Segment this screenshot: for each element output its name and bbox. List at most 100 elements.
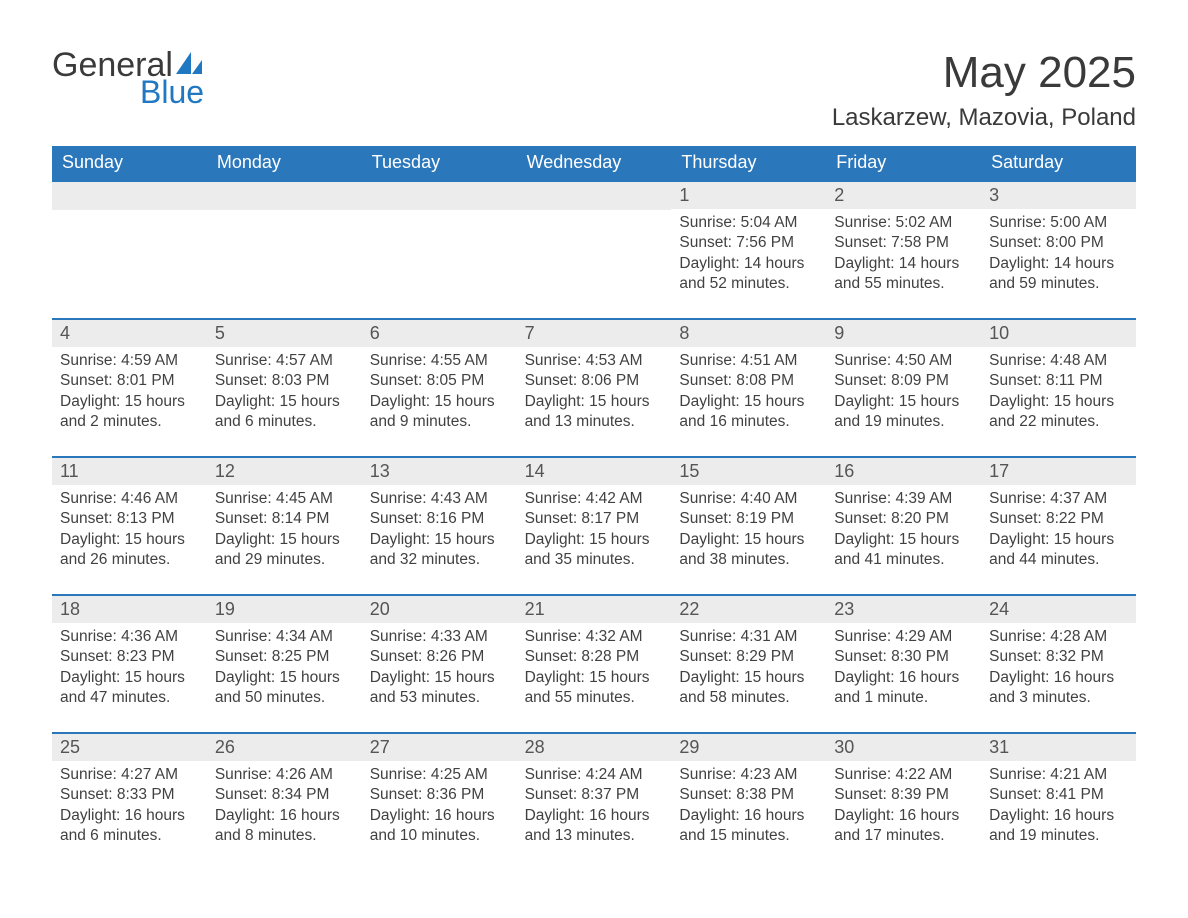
- sunrise-line: Sunrise: 4:37 AM: [989, 489, 1128, 509]
- empty-cell: [207, 182, 362, 300]
- day-body: Sunrise: 4:51 AMSunset: 8:08 PMDaylight:…: [671, 347, 826, 437]
- sunset-line: Sunset: 8:26 PM: [370, 647, 509, 667]
- week-row: 18Sunrise: 4:36 AMSunset: 8:23 PMDayligh…: [52, 594, 1136, 714]
- sunset-line: Sunset: 8:37 PM: [525, 785, 664, 805]
- day-number: 31: [981, 734, 1136, 761]
- day-cell: 9Sunrise: 4:50 AMSunset: 8:09 PMDaylight…: [826, 320, 981, 438]
- day-body: Sunrise: 4:29 AMSunset: 8:30 PMDaylight:…: [826, 623, 981, 713]
- day-cell: 27 Sunrise: 4:25 AMSunset: 8:36 PMDayligh…: [362, 734, 517, 852]
- sunrise-line: Sunrise: 4:43 AM: [370, 489, 509, 509]
- day-body: Sunrise: 4:33 AMSunset: 8:26 PMDaylight:…: [362, 623, 517, 713]
- sunrise-line: Sunrise: 4:46 AM: [60, 489, 199, 509]
- weekday-tuesday: Tuesday: [362, 146, 517, 180]
- sunrise-line: Sunrise: 4:34 AM: [215, 627, 354, 647]
- sunrise-line: Sunrise: 4:40 AM: [679, 489, 818, 509]
- sunset-line: Sunset: 8:32 PM: [989, 647, 1128, 667]
- sunrise-line: Sunrise: 4:57 AM: [215, 351, 354, 371]
- sunset-line: Sunset: 8:00 PM: [989, 233, 1128, 253]
- day-cell: 16Sunrise: 4:39 AMSunset: 8:20 PMDayligh…: [826, 458, 981, 576]
- daylight-line: Daylight: 14 hours and 52 minutes.: [679, 254, 818, 295]
- day-cell: 13Sunrise: 4:43 AMSunset: 8:16 PMDayligh…: [362, 458, 517, 576]
- day-cell: 20Sunrise: 4:33 AMSunset: 8:26 PMDayligh…: [362, 596, 517, 714]
- sunset-line: Sunset: 8:11 PM: [989, 371, 1128, 391]
- day-cell: 18Sunrise: 4:36 AMSunset: 8:23 PMDayligh…: [52, 596, 207, 714]
- day-number: 4: [52, 320, 207, 347]
- daylight-line: Daylight: 15 hours and 16 minutes.: [679, 392, 818, 433]
- day-cell: 2Sunrise: 5:02 AMSunset: 7:58 PMDaylight…: [826, 182, 981, 300]
- day-body: Sunrise: 4:53 AMSunset: 8:06 PMDaylight:…: [517, 347, 672, 437]
- day-cell: 6Sunrise: 4:55 AMSunset: 8:05 PMDaylight…: [362, 320, 517, 438]
- daylight-line: Daylight: 14 hours and 59 minutes.: [989, 254, 1128, 295]
- day-number: 14: [517, 458, 672, 485]
- sunrise-line: Sunrise: 4:42 AM: [525, 489, 664, 509]
- day-number: 12: [207, 458, 362, 485]
- sunset-line: Sunset: 8:36 PM: [370, 785, 509, 805]
- day-cell: 8Sunrise: 4:51 AMSunset: 8:08 PMDaylight…: [671, 320, 826, 438]
- day-number: 21: [517, 596, 672, 623]
- sunset-line: Sunset: 7:56 PM: [679, 233, 818, 253]
- daylight-line: Daylight: 16 hours and 8 minutes.: [215, 806, 354, 847]
- sunset-line: Sunset: 8:06 PM: [525, 371, 664, 391]
- day-body: Sunrise: 4:55 AMSunset: 8:05 PMDaylight:…: [362, 347, 517, 437]
- day-number: 24: [981, 596, 1136, 623]
- sunset-line: Sunset: 8:34 PM: [215, 785, 354, 805]
- day-cell: 5Sunrise: 4:57 AMSunset: 8:03 PMDaylight…: [207, 320, 362, 438]
- day-cell: 14 Sunrise: 4:42 AMSunset: 8:17 PMDayligh…: [517, 458, 672, 576]
- sunset-line: Sunset: 8:16 PM: [370, 509, 509, 529]
- day-body: Sunrise: 4:36 AMSunset: 8:23 PMDaylight:…: [52, 623, 207, 713]
- day-body: Sunrise: 4:57 AMSunset: 8:03 PMDaylight:…: [207, 347, 362, 437]
- day-body: Sunrise: 5:04 AMSunset: 7:56 PMDaylight:…: [671, 209, 826, 299]
- day-cell: 26Sunrise: 4:26 AMSunset: 8:34 PMDayligh…: [207, 734, 362, 852]
- sunrise-line: Sunrise: 4:32 AM: [525, 627, 664, 647]
- sunrise-line: Sunrise: 4:26 AM: [215, 765, 354, 785]
- day-body: Sunrise: 4:27 AMSunset: 8:33 PMDaylight:…: [52, 761, 207, 851]
- day-cell: 24Sunrise: 4:28 AMSunset: 8:32 PMDayligh…: [981, 596, 1136, 714]
- sunset-line: Sunset: 8:01 PM: [60, 371, 199, 391]
- day-body: Sunrise: 4:40 AMSunset: 8:19 PMDaylight:…: [671, 485, 826, 575]
- day-number: 27: [362, 734, 517, 761]
- day-number: 2: [826, 182, 981, 209]
- daylight-line: Daylight: 15 hours and 35 minutes.: [525, 530, 664, 571]
- daylight-line: Daylight: 16 hours and 19 minutes.: [989, 806, 1128, 847]
- day-number: 23: [826, 596, 981, 623]
- sunrise-line: Sunrise: 4:25 AM: [370, 765, 509, 785]
- sunrise-line: Sunrise: 5:04 AM: [679, 213, 818, 233]
- daylight-line: Daylight: 15 hours and 22 minutes.: [989, 392, 1128, 433]
- daylight-line: Daylight: 15 hours and 29 minutes.: [215, 530, 354, 571]
- daylight-line: Daylight: 16 hours and 17 minutes.: [834, 806, 973, 847]
- day-body: Sunrise: 4:32 AMSunset: 8:28 PMDaylight:…: [517, 623, 672, 713]
- daylight-line: Daylight: 16 hours and 1 minute.: [834, 668, 973, 709]
- sunrise-line: Sunrise: 4:31 AM: [679, 627, 818, 647]
- sunset-line: Sunset: 8:38 PM: [679, 785, 818, 805]
- sunrise-line: Sunrise: 4:39 AM: [834, 489, 973, 509]
- sunset-line: Sunset: 7:58 PM: [834, 233, 973, 253]
- sunset-line: Sunset: 8:13 PM: [60, 509, 199, 529]
- sunrise-line: Sunrise: 4:27 AM: [60, 765, 199, 785]
- sunrise-line: Sunrise: 5:00 AM: [989, 213, 1128, 233]
- daylight-line: Daylight: 15 hours and 55 minutes.: [525, 668, 664, 709]
- day-number: 22: [671, 596, 826, 623]
- day-cell: 15Sunrise: 4:40 AMSunset: 8:19 PMDayligh…: [671, 458, 826, 576]
- sunrise-line: Sunrise: 5:02 AM: [834, 213, 973, 233]
- daylight-line: Daylight: 15 hours and 19 minutes.: [834, 392, 973, 433]
- daylight-line: Daylight: 15 hours and 41 minutes.: [834, 530, 973, 571]
- day-number: 19: [207, 596, 362, 623]
- blank-day-number: [362, 182, 517, 210]
- title-block: May 2025 Laskarzew, Mazovia, Poland: [832, 48, 1136, 132]
- sunset-line: Sunset: 8:08 PM: [679, 371, 818, 391]
- sunrise-line: Sunrise: 4:28 AM: [989, 627, 1128, 647]
- logo-word-blue: Blue: [140, 76, 204, 108]
- day-number: 11: [52, 458, 207, 485]
- daylight-line: Daylight: 16 hours and 6 minutes.: [60, 806, 199, 847]
- day-body: Sunrise: 4:34 AMSunset: 8:25 PMDaylight:…: [207, 623, 362, 713]
- day-number: 6: [362, 320, 517, 347]
- daylight-line: Daylight: 16 hours and 10 minutes.: [370, 806, 509, 847]
- day-number: 25: [52, 734, 207, 761]
- daylight-line: Daylight: 15 hours and 58 minutes.: [679, 668, 818, 709]
- sunset-line: Sunset: 8:17 PM: [525, 509, 664, 529]
- sunrise-line: Sunrise: 4:29 AM: [834, 627, 973, 647]
- day-cell: 23Sunrise: 4:29 AMSunset: 8:30 PMDayligh…: [826, 596, 981, 714]
- day-number: 15: [671, 458, 826, 485]
- day-number: 16: [826, 458, 981, 485]
- daylight-line: Daylight: 15 hours and 32 minutes.: [370, 530, 509, 571]
